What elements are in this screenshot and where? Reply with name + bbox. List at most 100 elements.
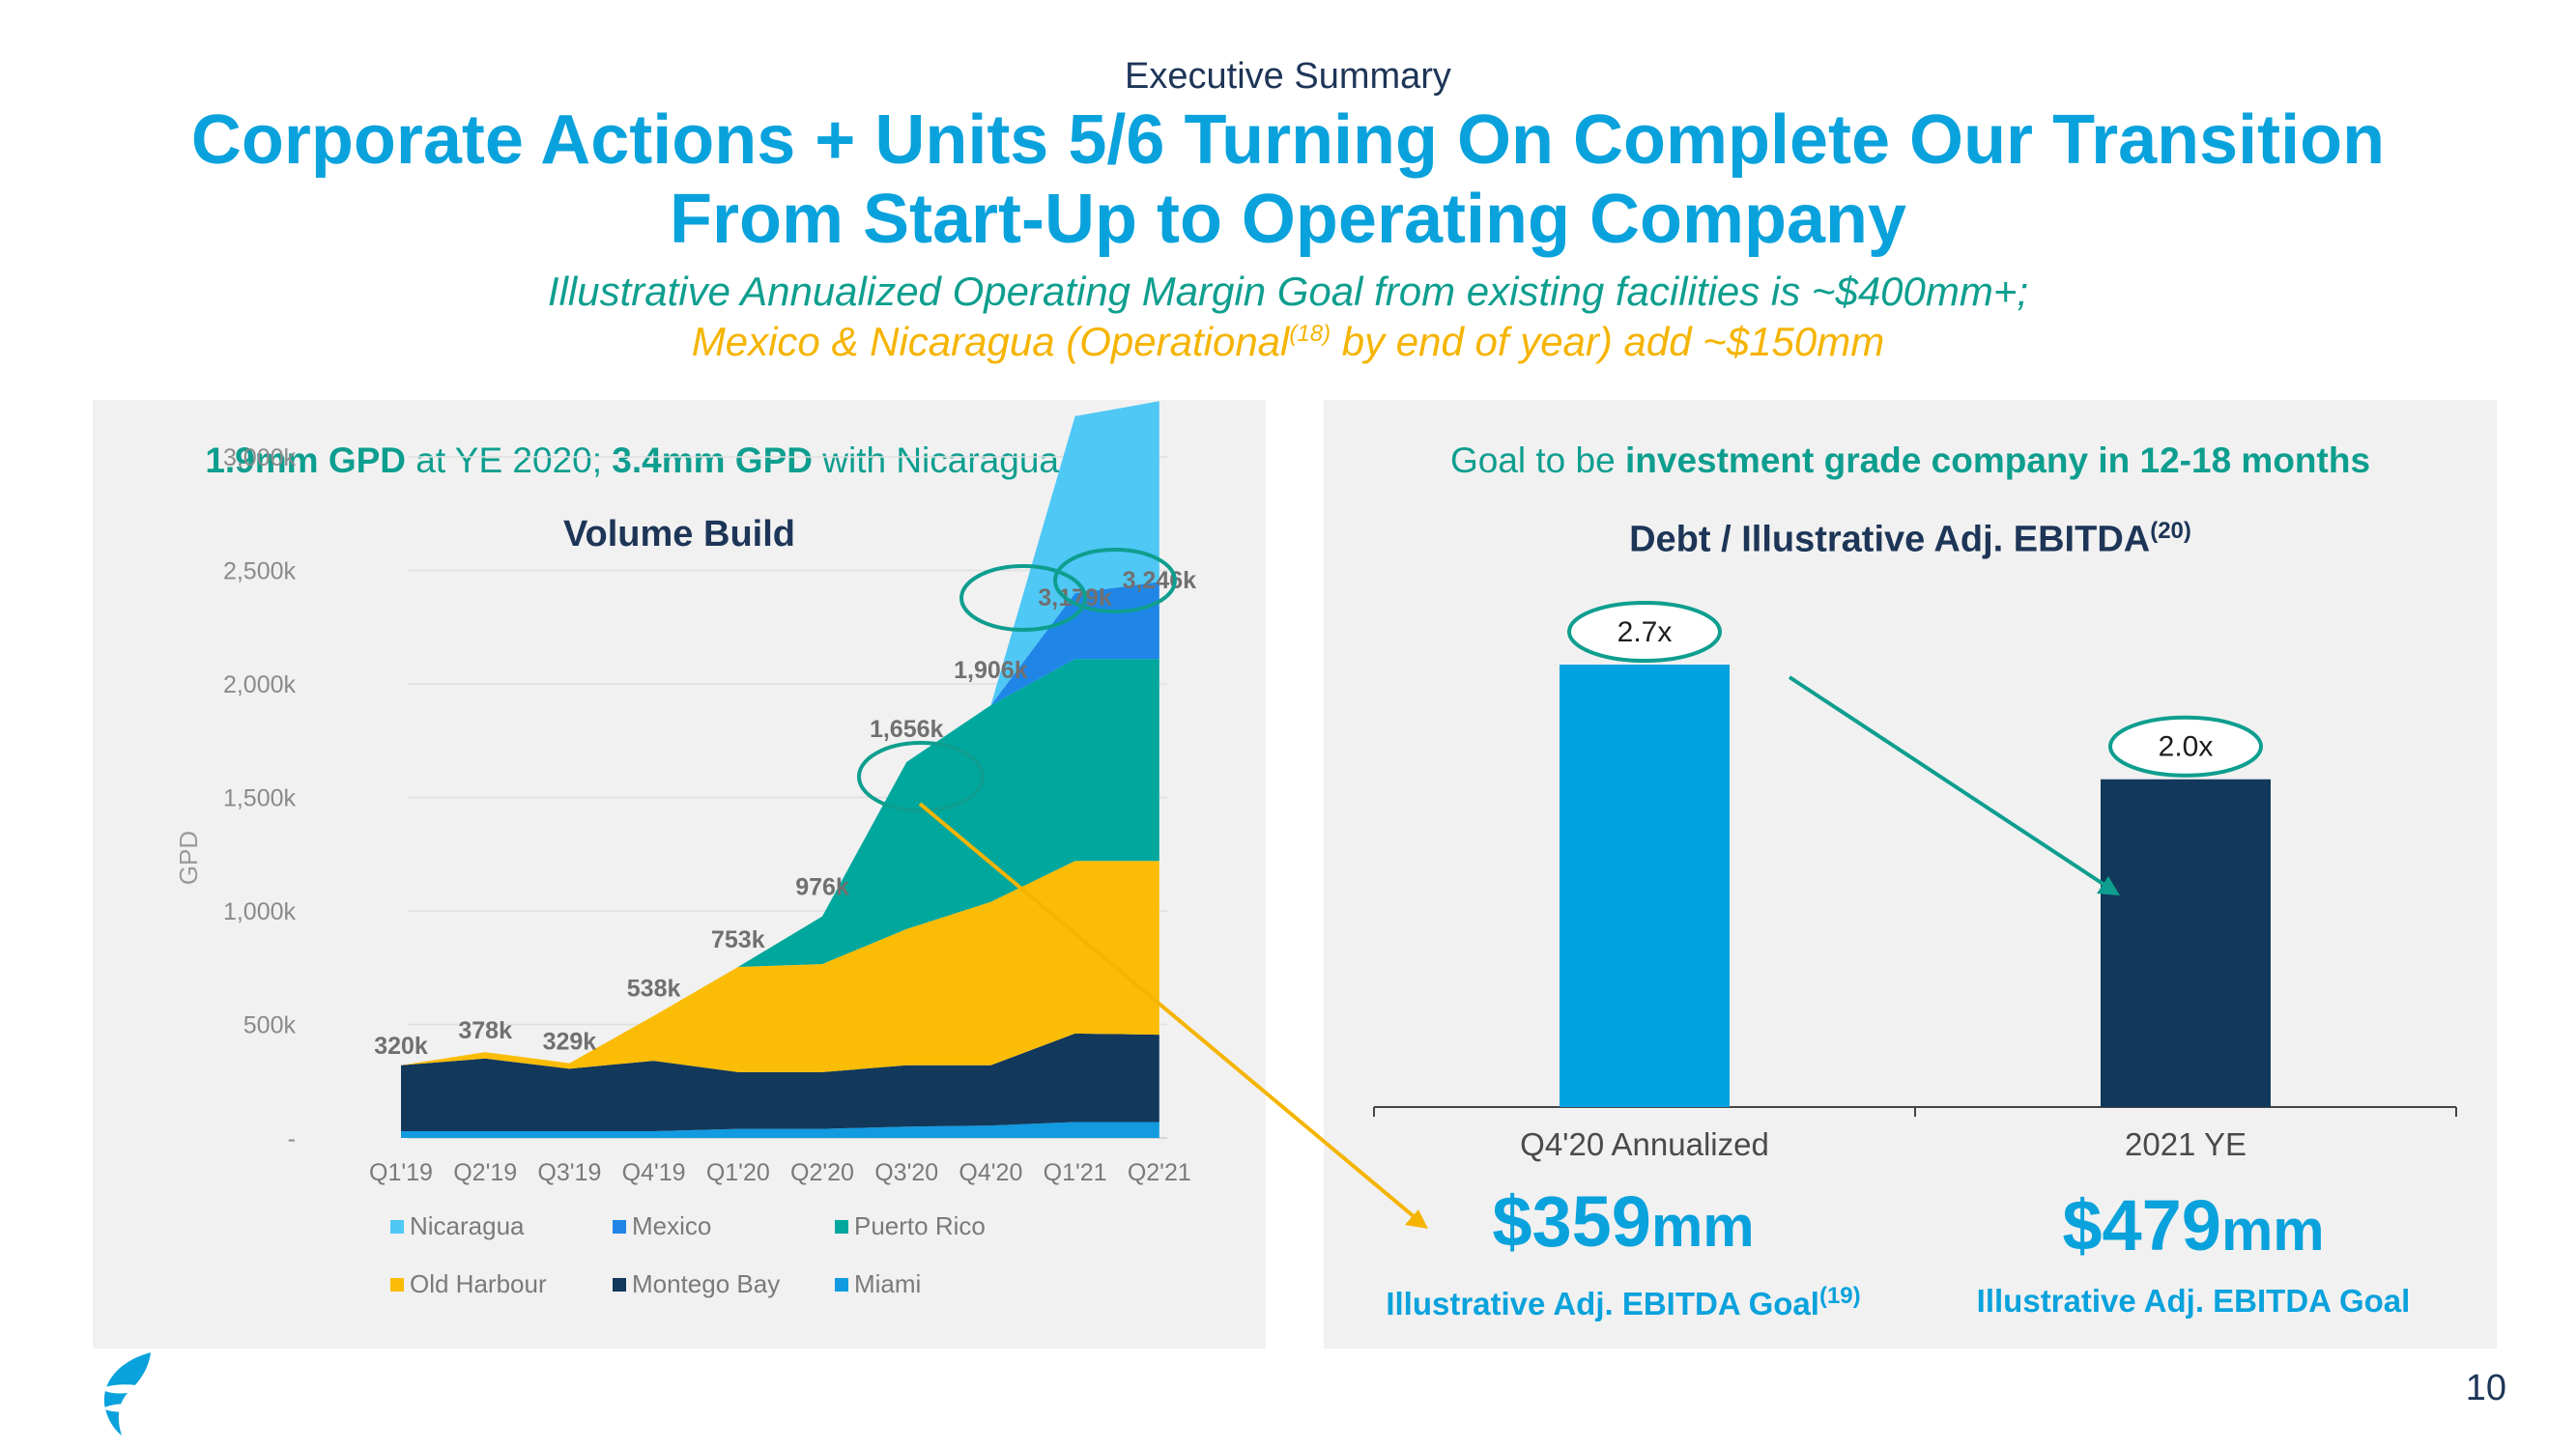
bar-2 — [2101, 779, 2271, 1107]
highlight-ellipse-q1-21 — [959, 564, 1087, 632]
leverage-panel — [1324, 400, 2497, 1349]
y-tick-label: 2,500k — [223, 558, 297, 585]
data-label: 378k — [458, 1017, 512, 1044]
bar-category-label: Q4'20 Annualized — [1520, 1126, 1769, 1162]
title-line-2: From Start-Up to Operating Company — [669, 181, 1907, 258]
legend-swatch — [835, 1219, 848, 1234]
legend-swatch — [390, 1219, 404, 1234]
legend-swatch — [390, 1277, 404, 1292]
ebitda-unit: mm — [1650, 1194, 1755, 1259]
area-old-harbour — [401, 861, 1159, 1072]
highlight-ellipse-q2-21 — [1053, 548, 1177, 613]
data-label: 3,246k — [1123, 567, 1197, 594]
volume-legend: Nicaragua Mexico Puerto Rico Old Harbour… — [390, 1211, 1067, 1308]
ebitda-unit: mm — [2220, 1198, 2325, 1263]
x-tick-label: Q2'21 — [1128, 1159, 1191, 1186]
data-label: 320k — [374, 1033, 428, 1060]
legend-label: Miami — [854, 1269, 922, 1298]
legend-miami: Miami — [835, 1269, 921, 1299]
legend-montego-bay: Montego Bay — [613, 1269, 780, 1299]
heading-bold-2: 3.4mm GPD — [612, 440, 813, 480]
y-tick-label: 1,500k — [223, 785, 297, 812]
bar-label-ellipse — [2108, 715, 2263, 778]
y-tick-label: - — [288, 1125, 296, 1152]
leverage-chart-title: Debt / Illustrative Adj. EBITDA(20) — [1324, 518, 2497, 561]
data-label: 753k — [711, 926, 765, 953]
data-label: 1,656k — [870, 716, 944, 743]
x-tick-label: Q4'20 — [959, 1159, 1022, 1186]
x-tick-label: Q1'21 — [1044, 1159, 1107, 1186]
decline-arrow-line — [1788, 675, 2106, 887]
legend-swatch — [835, 1277, 848, 1292]
x-tick-label: Q3'20 — [874, 1159, 938, 1186]
goal-text: Illustrative Adj. EBITDA Goal — [1976, 1283, 2411, 1319]
legend-puerto-rico: Puerto Rico — [835, 1211, 986, 1241]
area-montego-bay — [401, 1033, 1159, 1131]
page-title: Corporate Actions + Units 5/6 Turning On… — [0, 100, 2576, 259]
page-number: 10 — [2465, 1368, 2506, 1408]
highlight-ellipse-q4-20 — [857, 741, 985, 812]
x-tick-label: Q2'19 — [453, 1159, 517, 1186]
x-tick-label: Q1'19 — [369, 1159, 433, 1186]
legend-old-harbour: Old Harbour — [390, 1269, 547, 1299]
ebitda-value-2021: $479mm — [1894, 1184, 2493, 1266]
bar-category-label: 2021 YE — [2125, 1126, 2247, 1162]
title-line-1: Corporate Actions + Units 5/6 Turning On… — [190, 101, 2386, 179]
subtitle-line-1: Illustrative Annualized Operating Margin… — [547, 269, 2029, 314]
subtitle-line-2: Mexico & Nicaragua (Operational(18) by e… — [0, 319, 2576, 365]
data-label: 3,179k — [1038, 584, 1112, 611]
area-nicaragua — [401, 401, 1159, 1065]
y-axis-label: GPD — [174, 831, 203, 885]
leverage-bar-chart: 2.7x 2.0x Q4'20 Annualized 2021 YE — [1373, 601, 2457, 1162]
y-tick-label: 3,000k — [223, 444, 297, 471]
heading-text: Goal to be — [1449, 440, 1625, 480]
leverage-title-footnote: (20) — [2150, 518, 2191, 544]
legend-label: Montego Bay — [632, 1269, 781, 1298]
area-miami — [401, 1122, 1159, 1138]
legend-mexico: Mexico — [613, 1211, 711, 1241]
subtitle-text-a: Mexico & Nicaragua (Operational — [691, 319, 1290, 364]
goal-footnote: (19) — [1818, 1283, 1861, 1309]
volume-chart-title: Volume Build — [563, 514, 795, 554]
y-tick-label: 1,000k — [223, 898, 297, 925]
legend-swatch — [613, 1219, 626, 1234]
decline-arrow-head — [2097, 876, 2120, 895]
subtitle-footnote: (18) — [1289, 321, 1331, 347]
y-tick-label: 500k — [243, 1012, 297, 1039]
company-logo — [100, 1352, 151, 1435]
legend-label: Puerto Rico — [854, 1211, 986, 1240]
data-label: 1,906k — [954, 657, 1028, 684]
subtitle-text-b: by end of year) add ~$150mm — [1331, 319, 1885, 364]
ebitda-amount: $359 — [1492, 1181, 1651, 1262]
bar-1 — [1560, 665, 1730, 1107]
area-puerto-rico — [401, 659, 1159, 1065]
ebitda-value-q4-20: $359mm — [1324, 1180, 1923, 1263]
bar-data-label: 2.0x — [2159, 731, 2214, 763]
data-label: 329k — [543, 1029, 597, 1056]
ebitda-goal-label-2021: Illustrative Adj. EBITDA Goal — [1894, 1283, 2493, 1320]
legend-swatch — [613, 1277, 626, 1292]
heading-text-1: at YE 2020; — [406, 440, 613, 480]
gold-arrow-head — [1405, 1209, 1428, 1229]
legend-label: Old Harbour — [410, 1269, 547, 1298]
leverage-title-text: Debt / Illustrative Adj. EBITDA — [1629, 519, 2151, 560]
y-tick-label: 2,000k — [223, 671, 297, 698]
ebitda-amount: $479 — [2062, 1185, 2221, 1265]
goal-text: Illustrative Adj. EBITDA Goal — [1386, 1286, 1819, 1321]
bar-label-ellipse — [1567, 601, 1722, 663]
gold-arrow-line — [918, 802, 1417, 1219]
legend-nicaragua: Nicaragua — [390, 1211, 525, 1241]
bar-data-label: 2.7x — [1617, 616, 1673, 648]
x-tick-label: Q1'20 — [706, 1159, 770, 1186]
legend-label: Mexico — [632, 1211, 712, 1240]
legend-label: Nicaragua — [410, 1211, 525, 1240]
x-tick-label: Q4'19 — [622, 1159, 686, 1186]
heading-bold-1: 1.9mm GPD — [205, 440, 407, 480]
x-tick-label: Q2'20 — [790, 1159, 854, 1186]
section-label: Executive Summary — [1125, 56, 1451, 97]
data-label: 538k — [627, 976, 681, 1003]
data-label: 976k — [795, 874, 849, 901]
heading-bold: investment grade company in 12-18 months — [1624, 440, 2371, 480]
volume-area-chart: GPD - 500k 1,000k 1,500k 2,000k 2,500k 3,000k 3… — [174, 401, 1197, 1186]
